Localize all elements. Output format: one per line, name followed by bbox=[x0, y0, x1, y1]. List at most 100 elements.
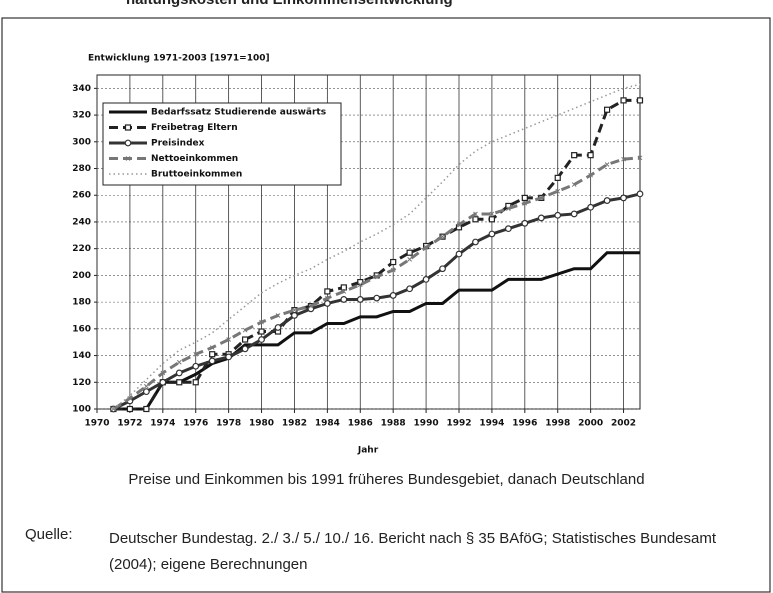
marker bbox=[555, 188, 561, 194]
marker bbox=[341, 289, 347, 294]
y-tick-label: 260 bbox=[72, 191, 91, 201]
y-tick-label: 140 bbox=[72, 351, 91, 361]
marker bbox=[176, 359, 182, 365]
marker bbox=[472, 238, 479, 246]
x-tick-label: 1992 bbox=[446, 419, 471, 429]
marker bbox=[356, 296, 364, 303]
y-tick-label: 340 bbox=[72, 84, 91, 94]
marker bbox=[538, 195, 544, 201]
marker bbox=[258, 328, 265, 335]
marker bbox=[325, 295, 330, 301]
marker bbox=[192, 362, 200, 370]
marker bbox=[124, 124, 132, 131]
marker bbox=[604, 162, 610, 167]
marker bbox=[522, 200, 528, 206]
x-tick-label: 1988 bbox=[381, 419, 406, 429]
marker bbox=[455, 250, 463, 258]
legend-label: Bruttoeinkommen bbox=[151, 170, 242, 180]
marker bbox=[389, 292, 397, 299]
marker bbox=[489, 211, 495, 217]
marker bbox=[571, 182, 577, 187]
marker bbox=[340, 296, 348, 303]
marker bbox=[374, 274, 380, 280]
x-tick-label: 1980 bbox=[249, 419, 274, 429]
y-tick-label: 220 bbox=[72, 244, 91, 254]
marker bbox=[208, 357, 216, 365]
legend-label: Nettoeinkommen bbox=[151, 154, 238, 164]
marker bbox=[209, 351, 216, 358]
marker bbox=[259, 319, 264, 325]
marker bbox=[324, 288, 331, 295]
marker bbox=[241, 345, 249, 353]
marker bbox=[274, 324, 282, 331]
marker bbox=[390, 258, 397, 266]
x-tick-label: 1998 bbox=[545, 419, 570, 429]
legend-label: Freibetrag Eltern bbox=[151, 123, 238, 133]
marker bbox=[390, 267, 396, 273]
marker bbox=[506, 206, 511, 211]
marker bbox=[636, 190, 644, 198]
x-tick-label: 1978 bbox=[216, 419, 241, 429]
marker bbox=[456, 222, 462, 227]
marker bbox=[440, 234, 445, 240]
x-tick-label: 1990 bbox=[414, 419, 439, 429]
y-tick-label: 100 bbox=[72, 405, 91, 415]
marker bbox=[258, 336, 265, 343]
x-tick-label: 2002 bbox=[611, 419, 636, 429]
legend-label: Bedarfssatz Studierende auswärts bbox=[151, 108, 326, 118]
marker bbox=[439, 265, 446, 273]
x-tick-label: 1982 bbox=[282, 419, 307, 429]
marker bbox=[571, 152, 578, 159]
marker bbox=[242, 327, 248, 333]
y-tick-label: 300 bbox=[72, 137, 91, 147]
marker bbox=[504, 225, 512, 233]
series-line bbox=[112, 83, 641, 410]
y-tick-label: 200 bbox=[72, 271, 91, 281]
marker bbox=[241, 336, 249, 343]
marker bbox=[521, 219, 529, 227]
marker bbox=[521, 194, 528, 202]
frame bbox=[1, 17, 771, 593]
marker bbox=[160, 370, 166, 376]
chart-title: Entwicklung 1971-2003 [1971=100] bbox=[88, 54, 270, 64]
source-text: Deutscher Bundestag. 2./ 3./ 5./ 10./ 16… bbox=[109, 530, 717, 573]
marker bbox=[175, 369, 183, 377]
marker bbox=[473, 211, 478, 217]
marker bbox=[620, 97, 627, 104]
marker bbox=[226, 337, 231, 342]
marker bbox=[193, 351, 199, 357]
marker bbox=[357, 282, 363, 288]
marker bbox=[225, 353, 233, 361]
y-tick-label: 180 bbox=[72, 298, 91, 308]
marker bbox=[292, 307, 297, 313]
marker bbox=[636, 97, 644, 104]
marker bbox=[488, 230, 496, 238]
marker bbox=[488, 216, 496, 223]
y-tick-label: 120 bbox=[72, 378, 91, 388]
marker bbox=[587, 152, 594, 159]
marker bbox=[407, 257, 412, 262]
series-line bbox=[113, 98, 640, 411]
marker bbox=[275, 313, 281, 318]
marker bbox=[124, 139, 132, 147]
marker bbox=[192, 379, 199, 386]
legend-label: Preisindex bbox=[151, 139, 205, 149]
marker bbox=[406, 285, 414, 293]
x-axis-label: Jahr bbox=[357, 446, 379, 456]
marker bbox=[406, 249, 413, 256]
x-tick-label: 1974 bbox=[150, 419, 175, 429]
source-label: Quelle: bbox=[25, 526, 73, 543]
marker bbox=[308, 303, 314, 309]
marker bbox=[621, 156, 626, 162]
marker bbox=[554, 211, 562, 219]
marker bbox=[209, 345, 215, 350]
x-tick-label: 1976 bbox=[183, 419, 208, 429]
marker bbox=[620, 194, 627, 202]
marker bbox=[142, 388, 150, 396]
marker bbox=[373, 294, 381, 302]
heading: haltungskosten und Einkommensentwicklung bbox=[126, 0, 453, 8]
marker bbox=[637, 155, 643, 161]
marker bbox=[472, 216, 479, 223]
